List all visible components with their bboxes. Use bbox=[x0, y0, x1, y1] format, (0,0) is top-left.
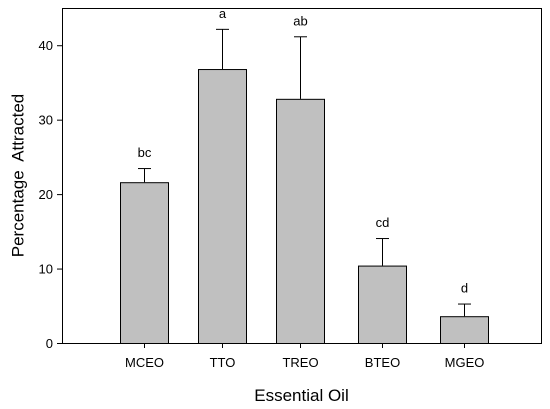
y-axis-title: Percentage Attracted bbox=[9, 94, 28, 258]
x-tick-label-tto: TTO bbox=[210, 355, 236, 370]
x-tick-label-treo: TREO bbox=[282, 355, 318, 370]
x-tick-label-mgeo: MGEO bbox=[445, 355, 485, 370]
letter-label-mgeo: d bbox=[461, 281, 468, 296]
bars bbox=[120, 69, 489, 345]
error-bar-tto bbox=[216, 28, 229, 70]
x-axis-ticks: MCEO TTO TREO BTEO MGEO bbox=[125, 343, 484, 370]
letter-label-bteo: cd bbox=[376, 215, 390, 230]
bar-mgeo bbox=[440, 316, 489, 345]
error-bars bbox=[138, 28, 471, 317]
letter-label-mceo: bc bbox=[138, 145, 152, 160]
x-tick-label-mceo: MCEO bbox=[125, 355, 164, 370]
bar-treo bbox=[276, 98, 325, 344]
error-bar-mgeo bbox=[458, 303, 471, 317]
y-tick-label: 30 bbox=[39, 113, 53, 128]
significance-letters: bc a ab cd d bbox=[138, 6, 468, 296]
y-tick-label: 40 bbox=[39, 38, 53, 53]
error-bar-bteo bbox=[376, 238, 389, 266]
error-bar-treo bbox=[294, 36, 307, 99]
letter-label-treo: ab bbox=[293, 13, 307, 28]
error-bar-mceo bbox=[138, 168, 151, 183]
y-axis-ticks: 0 10 20 30 40 bbox=[39, 38, 62, 351]
y-tick-label: 20 bbox=[39, 187, 53, 202]
plot-frame bbox=[62, 8, 542, 344]
bar-bteo bbox=[358, 265, 407, 345]
bar-tto bbox=[198, 69, 247, 345]
letter-label-tto: a bbox=[219, 6, 227, 21]
y-tick-label: 10 bbox=[39, 262, 53, 277]
bar-mceo bbox=[120, 182, 169, 344]
x-axis-title: Essential Oil bbox=[254, 386, 348, 405]
y-tick-label: 0 bbox=[46, 336, 53, 351]
x-tick-label-bteo: BTEO bbox=[365, 355, 400, 370]
